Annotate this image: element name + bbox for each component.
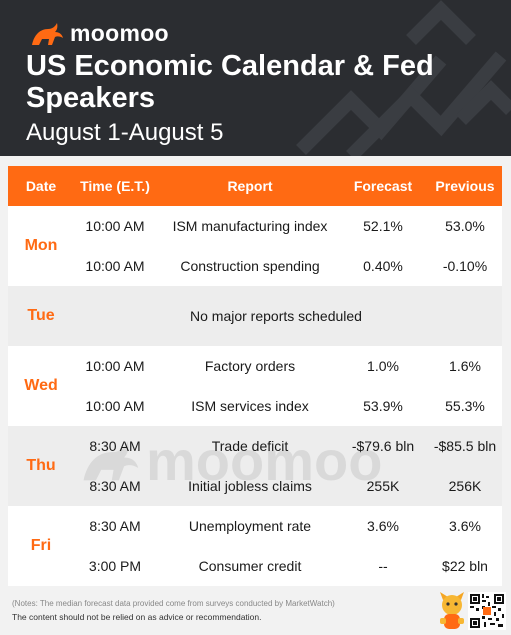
table-row: 10:00 AM Construction spending 0.40% -0.…	[8, 246, 502, 286]
table-row: 8:30 AM Trade deficit -$79.6 bln -$85.5 …	[8, 426, 502, 466]
col-forecast: Forecast	[353, 178, 413, 194]
day-group-thu: Thu 8:30 AM Trade deficit -$79.6 bln -$8…	[8, 426, 502, 506]
cell-previous: 1.6%	[449, 358, 481, 374]
cell-forecast: 52.1%	[363, 218, 403, 234]
mascot-icon	[440, 592, 464, 629]
cell-report: Initial jobless claims	[188, 478, 312, 494]
day-label: Fri	[30, 537, 52, 554]
cell-time: 8:30 AM	[89, 438, 141, 454]
table-row: 3:00 PM Consumer credit -- $22 bln	[8, 546, 502, 586]
col-date: Date	[25, 178, 57, 194]
no-reports-text: No major reports scheduled	[190, 308, 362, 324]
day-group-tue: Tue No major reports scheduled	[8, 286, 502, 346]
cell-time: 8:30 AM	[89, 478, 141, 494]
brand: moomoo	[30, 20, 169, 47]
cell-previous: 256K	[448, 478, 482, 494]
col-previous: Previous	[435, 178, 495, 194]
cell-forecast: --	[378, 558, 388, 574]
footer: (Notes: The median forecast data provide…	[12, 598, 432, 623]
col-time: Time (E.T.)	[80, 178, 150, 194]
cell-time: 10:00 AM	[85, 398, 145, 414]
cell-previous: 53.0%	[445, 218, 485, 234]
cell-report: Consumer credit	[198, 558, 302, 574]
cell-forecast: 1.0%	[367, 358, 399, 374]
page-subtitle: August 1-August 5	[26, 119, 224, 146]
cell-report: Trade deficit	[211, 438, 289, 454]
day-label: Mon	[24, 237, 58, 254]
table-header: Date Time (E.T.) Report Forecast Previou…	[8, 166, 502, 206]
day-label: Thu	[26, 457, 56, 474]
qr-code-icon	[468, 592, 506, 630]
cell-forecast: 255K	[366, 478, 400, 494]
table-row: 8:30 AM Unemployment rate 3.6% 3.6%	[8, 506, 502, 546]
table-row: 10:00 AM ISM manufacturing index 52.1% 5…	[8, 206, 502, 246]
cell-previous: 3.6%	[449, 518, 481, 534]
footnote: (Notes: The median forecast data provide…	[12, 599, 335, 608]
disclaimer: The content should not be relied on as a…	[12, 612, 262, 622]
cell-time: 3:00 PM	[88, 558, 142, 574]
cell-forecast: -$79.6 bln	[351, 438, 415, 454]
col-report: Report	[227, 178, 273, 194]
cell-forecast: 3.6%	[367, 518, 399, 534]
day-label: Tue	[27, 307, 55, 324]
arrow-pattern-icon	[296, 0, 511, 156]
day-group-fri: Fri 8:30 AM Unemployment rate 3.6% 3.6% …	[8, 506, 502, 586]
bull-icon	[32, 22, 63, 45]
cell-time: 10:00 AM	[85, 358, 145, 374]
day-group-wed: Wed 10:00 AM Factory orders 1.0% 1.6% 10…	[8, 346, 502, 426]
cell-forecast: 53.9%	[363, 398, 403, 414]
table-row: 8:30 AM Initial jobless claims 255K 256K	[8, 466, 502, 506]
header-banner: moomoo US Economic Calendar & Fed Speake…	[0, 0, 511, 156]
cell-previous: -0.10%	[442, 258, 488, 274]
cell-report: Unemployment rate	[188, 518, 312, 534]
cell-report: ISM services index	[191, 398, 309, 414]
day-label: Wed	[24, 377, 58, 394]
cell-report: ISM manufacturing index	[172, 218, 328, 234]
cell-previous: 55.3%	[445, 398, 485, 414]
cell-report: Factory orders	[204, 358, 296, 374]
calendar-table: Date Time (E.T.) Report Forecast Previou…	[8, 166, 502, 586]
cell-previous: -$85.5 bln	[433, 438, 497, 454]
cell-time: 10:00 AM	[85, 258, 145, 274]
page-title: US Economic Calendar & Fed Speakers	[26, 50, 434, 114]
table-row: 10:00 AM ISM services index 53.9% 55.3%	[8, 386, 502, 426]
cell-time: 10:00 AM	[85, 218, 145, 234]
table-row: 10:00 AM Factory orders 1.0% 1.6%	[8, 346, 502, 386]
cell-report: Construction spending	[180, 258, 320, 274]
cell-forecast: 0.40%	[363, 258, 403, 274]
day-group-mon: Mon 10:00 AM ISM manufacturing index 52.…	[8, 206, 502, 286]
cell-time: 8:30 AM	[89, 518, 141, 534]
brand-name: moomoo	[70, 20, 169, 46]
cell-previous: $22 bln	[442, 558, 488, 574]
